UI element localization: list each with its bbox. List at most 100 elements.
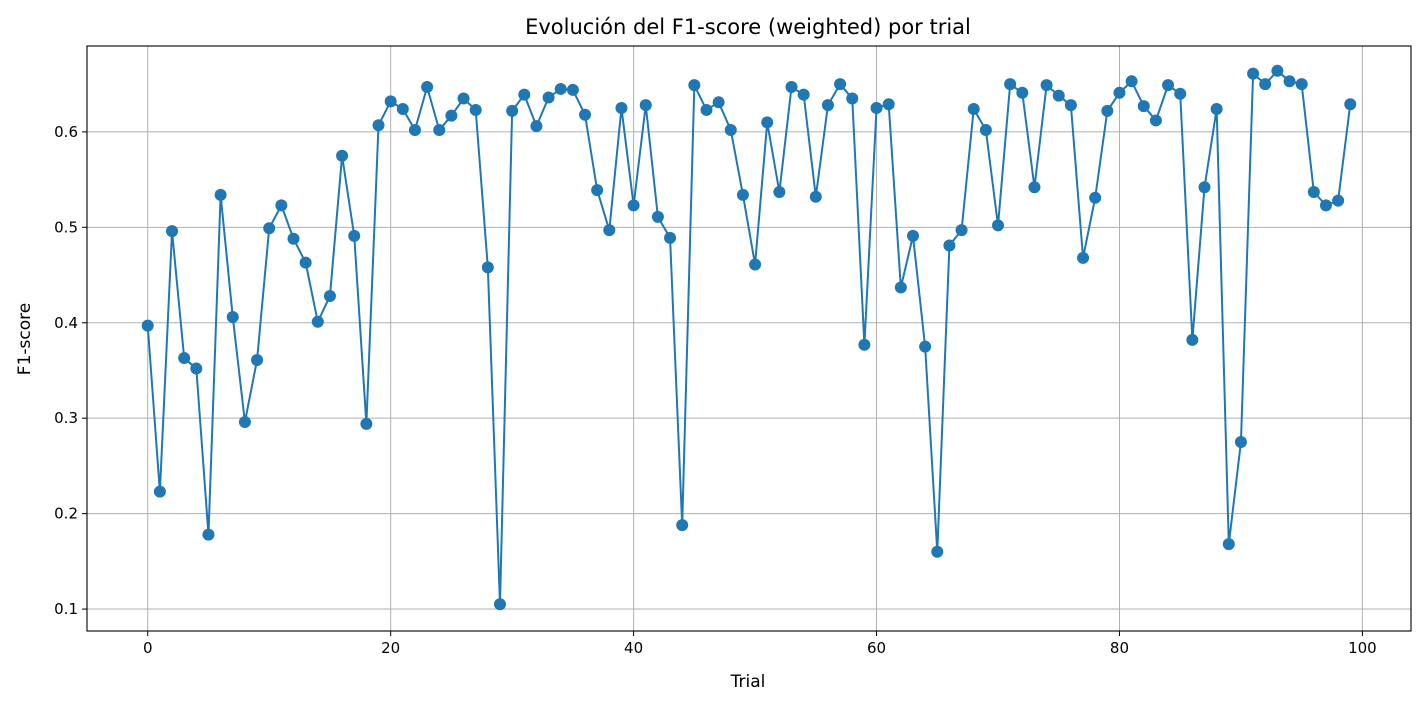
data-point: [542, 91, 555, 104]
data-point: [263, 222, 276, 235]
series-line: [146, 69, 1352, 606]
data-point: [287, 232, 300, 245]
data-point: [603, 224, 616, 237]
data-point: [1089, 191, 1102, 204]
data-point: [1052, 89, 1065, 102]
data-point: [700, 103, 713, 116]
y-axis-ticks: 0.1 0.2 0.3 0.4 0.5 0.6: [54, 123, 87, 618]
data-point: [1210, 102, 1223, 115]
data-point: [1222, 538, 1235, 551]
data-point: [323, 290, 336, 303]
data-point: [311, 315, 324, 328]
data-point: [1186, 333, 1199, 346]
data-point: [1077, 251, 1090, 264]
data-point: [469, 103, 482, 116]
data-point: [251, 353, 264, 366]
data-point: [967, 102, 980, 115]
data-point: [275, 199, 288, 212]
data-point: [421, 81, 434, 94]
data-point: [445, 109, 458, 122]
data-point: [1307, 186, 1320, 199]
data-point: [190, 362, 203, 375]
data-point: [1101, 104, 1114, 117]
data-point: [591, 184, 604, 197]
data-point: [943, 239, 956, 252]
x-tick-label: 80: [1110, 639, 1129, 657]
data-point: [1234, 436, 1247, 449]
data-point: [773, 186, 786, 199]
data-point: [1344, 98, 1357, 111]
x-tick-label: 20: [381, 639, 400, 657]
data-point: [919, 340, 932, 353]
data-point: [1125, 75, 1138, 88]
y-tick-label: 0.6: [54, 123, 78, 141]
data-point: [1198, 181, 1211, 194]
data-point: [1028, 181, 1041, 194]
data-point: [846, 92, 859, 105]
data-point: [931, 545, 944, 558]
data-point: [676, 519, 689, 532]
data-point: [712, 96, 725, 109]
series-line-path: [146, 69, 1352, 606]
data-point: [1064, 99, 1077, 112]
data-point: [1113, 86, 1126, 99]
x-axis-label: Trial: [730, 672, 766, 692]
plot-frame: [86, 45, 1412, 632]
data-point: [955, 224, 968, 237]
data-point: [336, 149, 349, 162]
data-point: [785, 81, 798, 94]
data-point: [809, 190, 822, 203]
data-point: [664, 231, 677, 244]
data-point: [858, 338, 871, 351]
data-point: [761, 116, 774, 129]
data-point: [797, 88, 810, 101]
data-point: [408, 123, 421, 136]
x-tick-label: 100: [1348, 639, 1377, 657]
data-point: [1174, 87, 1187, 100]
data-point: [688, 79, 701, 92]
data-point: [554, 82, 567, 95]
data-point: [202, 528, 215, 541]
chart-title: Evolución del F1-score (weighted) por tr…: [525, 15, 971, 39]
data-point: [433, 123, 446, 136]
data-point: [736, 188, 749, 201]
data-point: [1137, 100, 1150, 113]
data-point: [481, 261, 494, 274]
data-point: [493, 598, 506, 611]
y-tick-label: 0.3: [54, 409, 78, 427]
data-point: [1283, 75, 1296, 88]
y-tick-label: 0.4: [54, 314, 78, 332]
data-point: [615, 102, 628, 115]
data-point: [348, 229, 361, 242]
data-point: [530, 120, 543, 133]
data-point: [1259, 78, 1272, 91]
data-point: [214, 188, 227, 201]
data-point: [1162, 79, 1175, 92]
data-point: [396, 102, 409, 115]
y-tick-label: 0.2: [54, 505, 78, 523]
data-point: [299, 256, 312, 269]
data-point: [639, 99, 652, 112]
data-point: [1295, 78, 1308, 91]
y-tick-label: 0.5: [54, 218, 78, 236]
data-point: [506, 104, 519, 117]
data-point: [749, 258, 762, 271]
data-point: [882, 98, 895, 111]
data-point: [166, 225, 179, 238]
x-tick-label: 40: [624, 639, 643, 657]
data-point: [870, 102, 883, 115]
data-point: [226, 311, 239, 324]
data-point: [627, 199, 640, 212]
data-point: [1040, 79, 1053, 92]
data-point: [1016, 86, 1029, 99]
data-point: [1271, 64, 1284, 77]
data-point: [1149, 114, 1162, 127]
x-tick-label: 0: [143, 639, 153, 657]
data-point: [894, 281, 907, 294]
x-tick-label: 60: [867, 639, 886, 657]
data-point: [1247, 67, 1260, 80]
data-point: [651, 210, 664, 223]
data-point: [518, 88, 531, 101]
data-point: [906, 229, 919, 242]
